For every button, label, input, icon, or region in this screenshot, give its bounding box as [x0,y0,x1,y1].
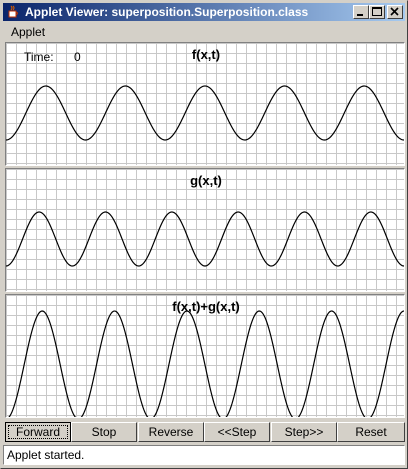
time-label: Time: [24,50,54,64]
panel-title-f: f(x,t) [191,47,221,62]
wave-panel-f: Time: 0 f(x,t) [5,42,405,166]
wave-curve [6,85,404,141]
step-back-button[interactable]: <<Step [204,422,270,442]
step-forward-button[interactable]: Step>> [271,422,337,442]
title-bar[interactable]: Applet Viewer: superposition.Superpositi… [3,3,405,21]
wave-panel-g: g(x,t) [5,168,405,292]
close-button[interactable] [387,5,403,19]
status-bar: Applet started. [3,445,405,465]
maximize-button[interactable] [369,5,385,19]
maximize-icon [372,7,382,16]
wave-curve [6,211,404,267]
wave-curve [8,310,404,417]
time-value: 0 [74,50,81,64]
grid-lines [6,43,404,165]
minimize-button[interactable] [353,5,369,19]
java-cup-icon [8,5,18,18]
status-text: Applet started. [7,448,85,462]
control-button-row: Forward Stop Reverse <<Step Step>> Reset [5,422,405,442]
stop-button[interactable]: Stop [71,422,137,442]
reverse-button[interactable]: Reverse [138,422,204,442]
minimize-icon [357,14,363,16]
window-title: Applet Viewer: superposition.Superpositi… [25,5,309,19]
wave-plot-sum [6,295,404,417]
menu-bar: Applet [3,22,405,41]
wave-plot-f [6,43,404,165]
panel-title-g: g(x,t) [190,173,222,188]
panel-title-sum: f(x,t)+g(x,t) [172,299,240,314]
forward-button[interactable]: Forward [5,422,71,442]
applet-area: Time: 0 f(x,t) g(x,t) f(x,t)+g(x,t) [5,42,405,443]
reset-button[interactable]: Reset [337,422,405,442]
close-icon [390,7,399,16]
menu-applet[interactable]: Applet [11,25,46,39]
wave-plot-g [6,169,404,291]
grid-lines [6,169,404,291]
wave-panel-sum: f(x,t)+g(x,t) [5,294,405,418]
